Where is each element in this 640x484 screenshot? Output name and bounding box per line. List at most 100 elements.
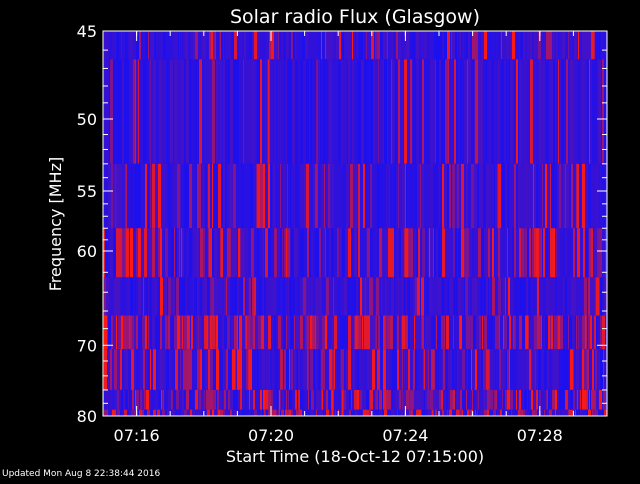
flux-streak xyxy=(274,315,276,350)
flux-streak xyxy=(109,59,110,164)
flux-streak xyxy=(363,315,364,350)
flux-streak xyxy=(263,163,265,229)
flux-streak xyxy=(174,228,175,278)
flux-streak xyxy=(233,163,236,229)
flux-streak xyxy=(338,277,339,316)
flux-streak xyxy=(596,315,598,350)
flux-streak xyxy=(452,409,453,416)
flux-streak xyxy=(559,31,562,60)
flux-streak xyxy=(149,349,150,390)
flux-streak xyxy=(268,163,270,229)
flux-streak xyxy=(595,277,596,316)
flux-streak xyxy=(284,389,286,410)
flux-streak xyxy=(516,163,518,229)
flux-streak xyxy=(392,31,393,60)
flux-streak xyxy=(275,59,276,164)
flux-streak xyxy=(129,389,132,410)
flux-streak xyxy=(247,315,250,350)
flux-streak xyxy=(257,277,259,316)
flux-streak xyxy=(458,389,460,410)
flux-streak xyxy=(364,315,367,350)
flux-streak xyxy=(586,389,588,410)
flux-streak xyxy=(316,389,319,410)
flux-streak xyxy=(183,315,184,350)
y-tick-label: 55 xyxy=(77,182,97,201)
flux-streak xyxy=(377,349,380,390)
flux-streak xyxy=(451,163,452,229)
flux-streak xyxy=(310,349,313,390)
flux-streak xyxy=(393,389,396,410)
flux-streak xyxy=(133,277,135,316)
flux-streak xyxy=(552,31,555,60)
flux-streak xyxy=(182,59,184,164)
flux-streak xyxy=(367,228,370,278)
flux-streak xyxy=(220,277,221,316)
flux-streak xyxy=(124,277,127,316)
flux-streak xyxy=(106,277,109,316)
flux-streak xyxy=(448,59,449,164)
flux-streak xyxy=(256,163,257,229)
flux-streak xyxy=(262,228,264,278)
flux-streak xyxy=(211,31,213,60)
flux-streak xyxy=(560,349,562,390)
flux-streak xyxy=(210,349,213,390)
flux-streak xyxy=(289,349,290,390)
flux-streak xyxy=(455,163,456,229)
flux-streak xyxy=(225,31,228,60)
flux-streak xyxy=(598,31,600,60)
flux-streak xyxy=(554,163,557,229)
flux-streak xyxy=(425,389,427,410)
flux-streak xyxy=(592,31,594,60)
flux-streak xyxy=(177,228,178,278)
flux-streak xyxy=(558,31,559,60)
flux-streak xyxy=(320,349,321,390)
flux-streak xyxy=(372,163,375,229)
flux-streak xyxy=(170,315,171,350)
flux-streak xyxy=(117,315,118,350)
flux-streak xyxy=(464,31,465,60)
flux-streak xyxy=(216,59,218,164)
flux-streak xyxy=(387,59,388,164)
flux-streak xyxy=(321,31,322,60)
flux-streak xyxy=(481,349,483,390)
flux-streak xyxy=(505,349,506,390)
flux-streak xyxy=(153,349,156,390)
flux-streak xyxy=(241,59,243,164)
flux-streak xyxy=(478,163,479,229)
flux-streak xyxy=(602,59,604,164)
flux-streak xyxy=(248,409,251,416)
x-tick-label: 07:20 xyxy=(248,426,294,445)
flux-streak xyxy=(490,228,492,278)
flux-streak xyxy=(455,31,457,60)
flux-streak xyxy=(502,31,505,60)
flux-streak xyxy=(408,228,409,278)
flux-streak xyxy=(471,59,474,164)
flux-streak xyxy=(340,315,342,350)
flux-streak xyxy=(294,163,295,229)
flux-streak xyxy=(448,228,451,278)
flux-streak xyxy=(481,315,482,350)
flux-streak xyxy=(114,163,115,229)
flux-streak xyxy=(117,409,120,416)
flux-streak xyxy=(186,349,189,390)
flux-streak xyxy=(116,315,117,350)
flux-streak xyxy=(179,59,181,164)
flux-streak xyxy=(357,228,358,278)
flux-streak xyxy=(403,277,404,316)
flux-streak xyxy=(271,389,273,410)
flux-streak xyxy=(573,349,574,390)
flux-streak xyxy=(567,277,569,316)
flux-streak xyxy=(500,409,502,416)
flux-streak xyxy=(195,31,198,60)
chart-title: Solar radio Flux (Glasgow) xyxy=(230,6,480,28)
flux-streak xyxy=(459,409,460,416)
flux-streak xyxy=(548,349,549,390)
flux-streak xyxy=(601,409,602,416)
flux-streak xyxy=(464,163,466,229)
flux-streak xyxy=(331,163,334,229)
flux-streak xyxy=(538,389,539,410)
flux-streak xyxy=(410,31,411,60)
flux-streak xyxy=(424,59,427,164)
flux-streak xyxy=(383,228,385,278)
flux-streak xyxy=(265,409,266,416)
